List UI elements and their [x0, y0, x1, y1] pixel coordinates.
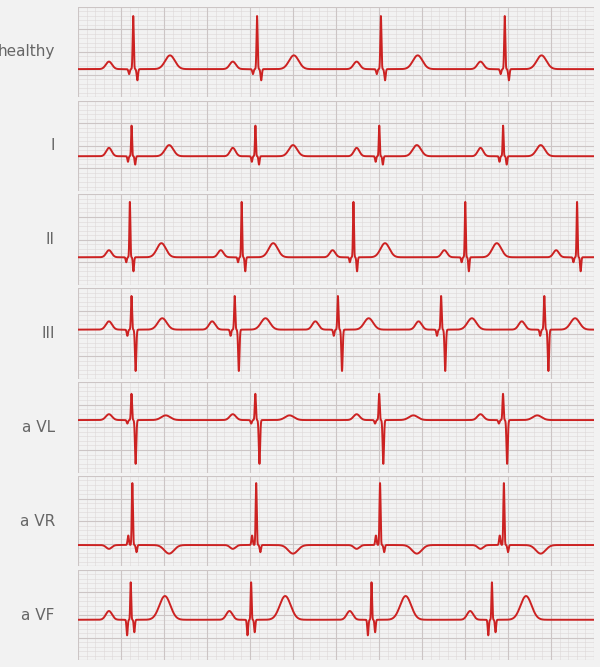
Text: II: II [46, 232, 55, 247]
Text: a VF: a VF [22, 608, 55, 622]
Text: III: III [41, 326, 55, 341]
Text: a VL: a VL [22, 420, 55, 435]
Text: a VR: a VR [20, 514, 55, 529]
Text: I: I [50, 138, 55, 153]
Text: healthy: healthy [0, 45, 55, 59]
